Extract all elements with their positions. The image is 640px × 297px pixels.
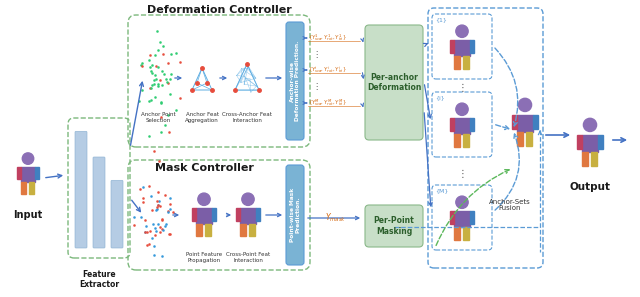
Bar xyxy=(240,224,246,236)
Bar xyxy=(205,224,211,236)
Text: Anchor Feat
Aggregation: Anchor Feat Aggregation xyxy=(185,112,219,123)
Bar xyxy=(470,119,474,131)
Bar xyxy=(516,115,533,132)
FancyBboxPatch shape xyxy=(111,180,123,248)
Text: ⋮: ⋮ xyxy=(312,83,320,91)
FancyBboxPatch shape xyxy=(365,205,423,247)
Bar xyxy=(249,224,255,236)
FancyBboxPatch shape xyxy=(93,157,105,248)
Text: ⋮: ⋮ xyxy=(457,169,467,179)
Bar xyxy=(470,211,474,224)
Bar xyxy=(21,182,26,194)
Text: $\{Y^1_{sca}, Y^1_{rot}, Y^1_{tri}\}$: $\{Y^1_{sca}, Y^1_{rot}, Y^1_{tri}\}$ xyxy=(308,33,347,43)
Bar xyxy=(17,167,21,179)
Bar xyxy=(533,115,538,129)
Bar xyxy=(516,132,523,146)
Circle shape xyxy=(456,25,468,37)
Circle shape xyxy=(22,153,34,164)
Bar xyxy=(236,208,240,221)
Bar xyxy=(512,115,516,129)
Text: Cross-Anchor Feat
Interaction: Cross-Anchor Feat Interaction xyxy=(222,112,272,123)
Circle shape xyxy=(198,193,210,206)
Text: Point-wise Mask
Prediction.: Point-wise Mask Prediction. xyxy=(290,188,300,242)
Bar xyxy=(463,227,468,240)
Bar xyxy=(591,152,597,166)
Text: Per-Point
Masking: Per-Point Masking xyxy=(374,216,414,236)
Text: {M}: {M} xyxy=(435,188,449,193)
FancyBboxPatch shape xyxy=(75,131,87,248)
Bar xyxy=(454,211,470,227)
Bar xyxy=(454,119,470,134)
Bar xyxy=(21,167,35,182)
Bar xyxy=(526,132,532,146)
Text: Point Feature
Propagation: Point Feature Propagation xyxy=(186,252,222,263)
Bar xyxy=(29,182,35,194)
Bar xyxy=(470,40,474,53)
Circle shape xyxy=(584,118,596,132)
Bar xyxy=(35,167,39,179)
Bar xyxy=(256,208,260,221)
Bar xyxy=(582,152,588,166)
Bar xyxy=(196,224,202,236)
Circle shape xyxy=(456,103,468,116)
Text: ⋮: ⋮ xyxy=(312,50,320,59)
Bar xyxy=(454,56,460,69)
FancyBboxPatch shape xyxy=(365,25,423,140)
Text: Cross-Point Feat
Interaction: Cross-Point Feat Interaction xyxy=(226,252,270,263)
Text: Per-anchor
Deformation: Per-anchor Deformation xyxy=(367,73,421,92)
Circle shape xyxy=(242,193,254,206)
Text: Anchor-Sets
Fusion: Anchor-Sets Fusion xyxy=(489,198,531,211)
Bar xyxy=(454,40,470,56)
Bar xyxy=(463,134,468,147)
Bar xyxy=(454,134,460,147)
Text: {i}: {i} xyxy=(435,95,445,100)
Bar xyxy=(598,135,603,149)
Bar xyxy=(192,208,196,221)
Bar xyxy=(450,119,454,131)
Text: $Y_{mask}$: $Y_{mask}$ xyxy=(325,212,346,224)
Bar xyxy=(577,135,582,149)
Text: Mask Controller: Mask Controller xyxy=(155,163,253,173)
Text: Anchor-wise
Deformation Prediction.: Anchor-wise Deformation Prediction. xyxy=(290,41,300,121)
Circle shape xyxy=(518,98,532,111)
Bar xyxy=(454,227,460,240)
Bar xyxy=(450,40,454,53)
Bar xyxy=(463,56,468,69)
Text: $\{Y^M_{sca}, Y^M_{rot}, Y^M_{tri}\}$: $\{Y^M_{sca}, Y^M_{rot}, Y^M_{tri}\}$ xyxy=(308,98,347,108)
Text: {1}: {1} xyxy=(435,17,447,22)
FancyBboxPatch shape xyxy=(286,22,304,140)
Text: Input: Input xyxy=(13,210,43,220)
Text: Output: Output xyxy=(570,182,611,192)
Bar xyxy=(240,208,256,224)
Bar xyxy=(450,211,454,224)
Text: Deformation Controller: Deformation Controller xyxy=(147,5,291,15)
Bar xyxy=(196,208,212,224)
Text: ⋮: ⋮ xyxy=(457,83,467,93)
Text: Feature
Extractor: Feature Extractor xyxy=(79,270,119,289)
Bar xyxy=(212,208,216,221)
Text: Anchor Point
Selection: Anchor Point Selection xyxy=(141,112,175,123)
Circle shape xyxy=(456,196,468,208)
Bar xyxy=(582,135,598,152)
FancyBboxPatch shape xyxy=(286,165,304,265)
Text: $\{Y^i_{sca}, Y^i_{rot}, Y^i_{tri}\}$: $\{Y^i_{sca}, Y^i_{rot}, Y^i_{tri}\}$ xyxy=(308,65,347,75)
